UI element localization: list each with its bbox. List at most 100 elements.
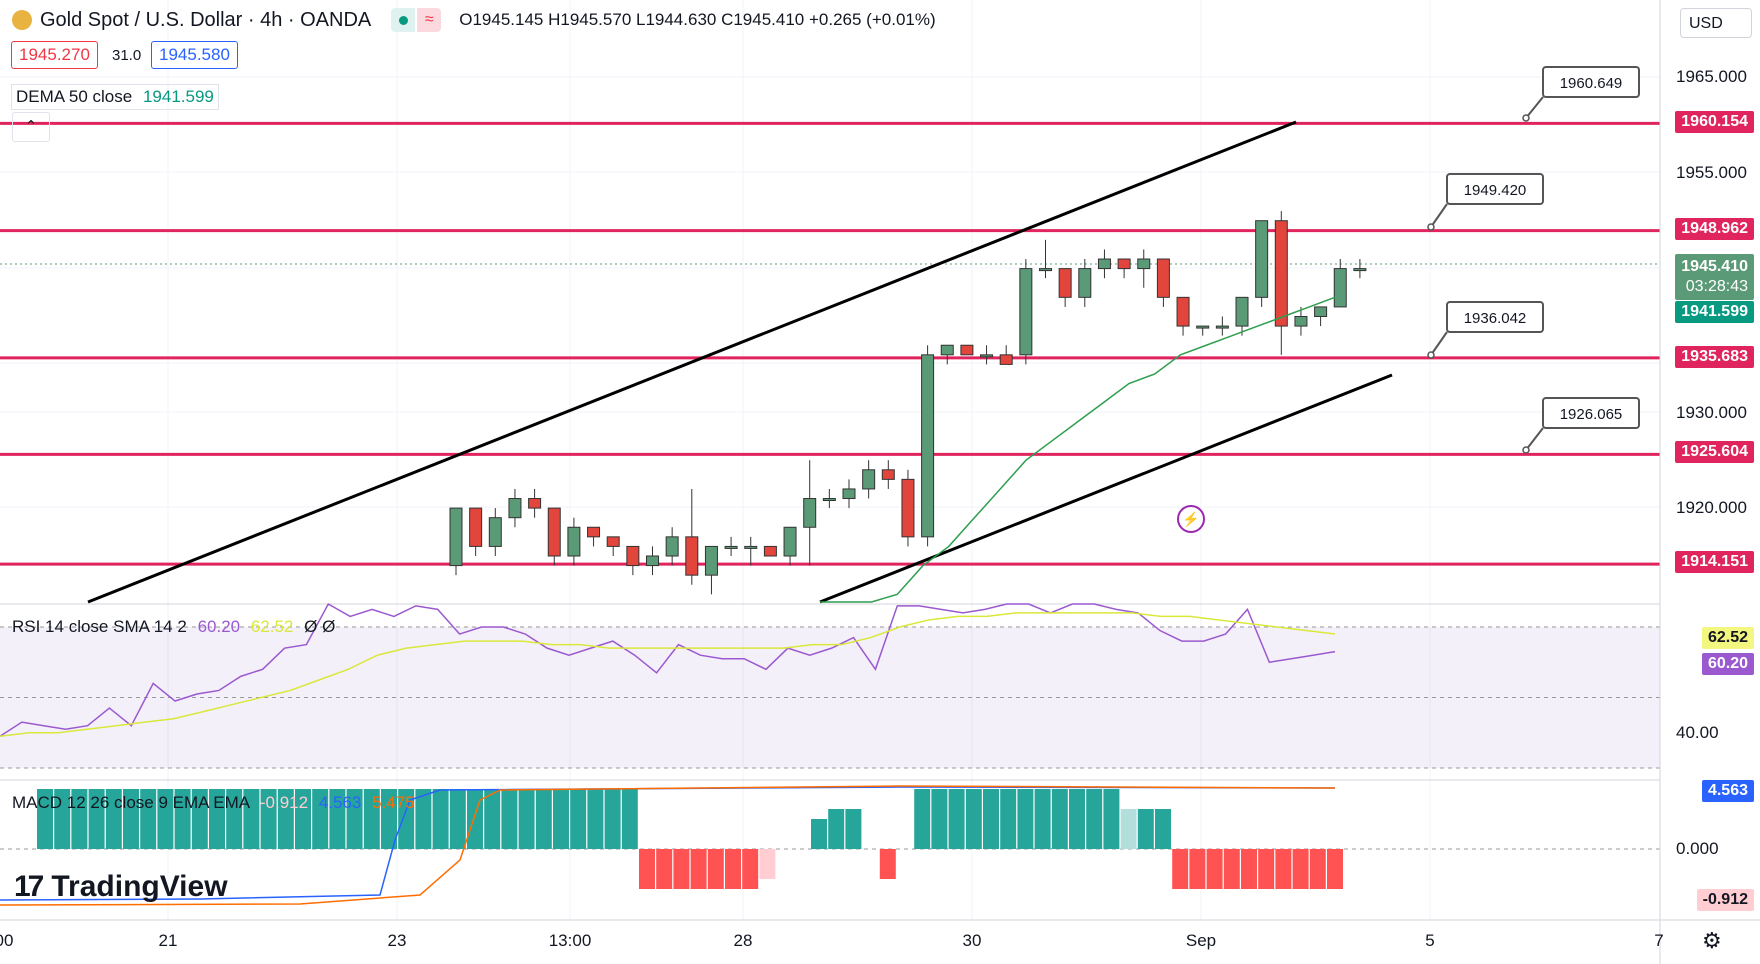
- macd-bar-positive: [191, 789, 208, 849]
- macd-bar-positive: [449, 789, 466, 849]
- candle-down: [606, 536, 620, 556]
- macd-legend[interactable]: MACD 12 26 close 9 EMA EMA -0.912 4.563 …: [12, 793, 415, 813]
- buy-price-button[interactable]: 1945.580: [151, 41, 238, 69]
- macd-hist-label: -0.912: [1696, 889, 1754, 911]
- rsi-value-label: 60.20: [1701, 653, 1754, 675]
- macd-bar-positive: [570, 789, 587, 849]
- chevron-up-icon[interactable]: ⌃: [12, 112, 50, 142]
- candle-up: [704, 545, 718, 595]
- macd-signal-path: [0, 785, 1336, 906]
- macd-bar-positive: [811, 819, 827, 849]
- candle-body: [626, 545, 640, 567]
- candle-up: [567, 517, 581, 566]
- macd-bar-positive: [914, 789, 931, 849]
- spread-value: 31.0: [112, 47, 142, 64]
- candle-down: [1058, 268, 1072, 307]
- macd-value-label: 4.563: [1701, 780, 1754, 802]
- candle-body: [1176, 296, 1190, 327]
- current-price-label: 1945.410 03:28:43: [1675, 254, 1754, 300]
- macd-bar-positive: [1120, 809, 1137, 849]
- macd-bar-positive: [415, 789, 432, 849]
- lightning-icon[interactable]: ⚡: [1177, 505, 1205, 533]
- macd-bar-positive: [363, 789, 380, 849]
- candles: [449, 211, 1367, 595]
- callout-label: 1936.042: [1464, 310, 1527, 327]
- candle-up: [1215, 316, 1229, 336]
- dema-legend-name: DEMA 50 close: [16, 87, 133, 106]
- macd-bar-positive: [329, 789, 346, 849]
- macd-bar-negative: [707, 849, 724, 889]
- level-label: 1914.151: [1675, 551, 1754, 573]
- candle-up: [744, 536, 758, 566]
- rsi-sma-label: 62.52: [1701, 627, 1754, 649]
- candle-up: [1314, 306, 1328, 327]
- trend-channel: [87, 120, 1393, 604]
- candle-body: [665, 536, 679, 557]
- candle-up: [921, 345, 935, 547]
- tradingview-logo[interactable]: 17 TradingView: [14, 870, 228, 904]
- macd-bar-positive: [277, 789, 294, 849]
- callout-box: [1542, 66, 1640, 98]
- rsi-background: [0, 627, 1660, 768]
- rsi-legend[interactable]: RSI 14 close SMA 14 2 60.20 62.52 Ø Ø: [12, 617, 335, 637]
- candle-body: [508, 498, 522, 519]
- candle-body: [999, 354, 1013, 365]
- level-label: 1948.962: [1675, 218, 1754, 240]
- candle-up: [980, 345, 994, 365]
- macd-bar-negative: [1327, 849, 1343, 889]
- candle-body: [567, 526, 581, 557]
- macd-bar-positive: [226, 789, 243, 849]
- macd-bar-positive: [931, 789, 948, 849]
- price-callouts: 1960.649 1949.420 1936.042 1926.065: [1427, 66, 1640, 454]
- currency-select[interactable]: USD: [1680, 8, 1752, 38]
- macd-bar-positive: [432, 789, 449, 849]
- candle-up: [783, 526, 797, 566]
- candle-body: [763, 545, 777, 557]
- candle-body: [646, 555, 659, 567]
- callout-label: 1949.420: [1464, 182, 1527, 199]
- dema-price-label: 1941.599: [1675, 301, 1754, 323]
- candle-up: [1097, 249, 1111, 279]
- candle-down: [528, 488, 542, 518]
- macd-bar-negative: [725, 849, 741, 889]
- dema-legend[interactable]: DEMA 50 close 1941.599: [11, 84, 219, 110]
- macd-bar-positive: [1051, 789, 1068, 849]
- time-tick: 7: [1654, 931, 1664, 950]
- candle-body: [1058, 268, 1072, 298]
- candle-body: [822, 498, 836, 502]
- dema-path: [820, 296, 1336, 603]
- macd-bar-negative: [1292, 849, 1309, 889]
- symbol-title[interactable]: Gold Spot / U.S. Dollar · 4h · OANDA: [40, 8, 372, 31]
- price-tick: 1955.000: [1676, 163, 1747, 182]
- macd-bar-positive: [312, 789, 329, 849]
- callout-anchor: [1522, 446, 1530, 454]
- price-tick: 1920.000: [1676, 498, 1747, 517]
- candle-down: [685, 488, 699, 585]
- candle-up: [1137, 249, 1151, 288]
- macd-bar-positive: [983, 789, 999, 849]
- channel-lower-line: [819, 373, 1393, 604]
- level-label: 1925.604: [1675, 441, 1754, 463]
- macd-bar-positive: [398, 789, 415, 849]
- macd-bar-negative: [1189, 849, 1206, 889]
- time-tick: 23: [387, 931, 407, 950]
- macd-bar-positive: [604, 789, 621, 849]
- sell-price-button[interactable]: 1945.270: [11, 41, 98, 69]
- candle-body: [606, 536, 620, 547]
- macd-bar-positive: [845, 809, 862, 849]
- rsi-legend-sma: 62.52: [250, 617, 294, 636]
- candle-body: [1294, 316, 1308, 327]
- time-tick: 30: [962, 931, 982, 950]
- macd-bar-positive: [828, 809, 845, 849]
- settings-gear-icon[interactable]: ⚙: [1702, 928, 1722, 953]
- callout-box: [1542, 397, 1640, 429]
- candle-up: [862, 460, 876, 499]
- candle-down: [999, 345, 1013, 365]
- candle-body: [1196, 325, 1210, 329]
- candle-down: [1274, 211, 1288, 355]
- macd-bar-positive: [484, 789, 501, 849]
- candle-body: [547, 507, 561, 557]
- candle-up: [1255, 220, 1269, 307]
- candle-up: [1019, 259, 1033, 365]
